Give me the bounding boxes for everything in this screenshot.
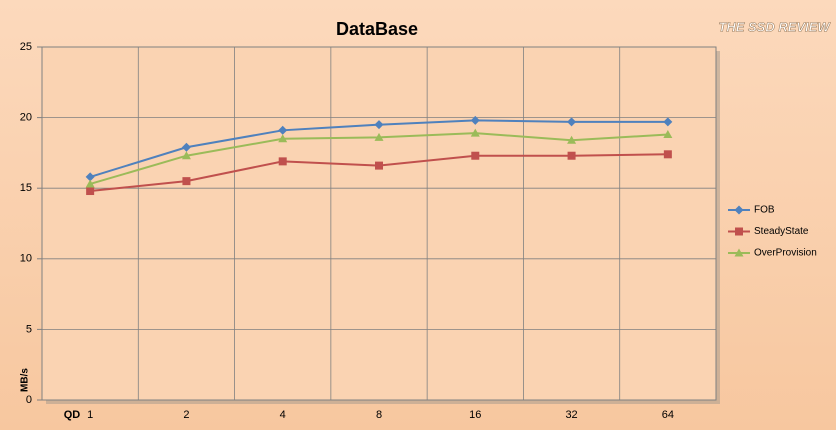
point [470,128,480,137]
y-tick-label: 15 [20,182,32,194]
watermark: THE SSD REVIEW [718,19,831,34]
legend-label: OverProvision [754,248,817,259]
point [663,150,672,159]
legend-marker [734,248,744,257]
x-axis-label: QD [64,409,81,421]
point [85,172,95,182]
plot-area [41,46,717,401]
x-tick-label: 2 [183,409,189,421]
legend-label: SteadyState [754,226,809,237]
point [471,151,480,160]
point [278,157,287,166]
legend-label: FOB [754,205,775,216]
point [567,117,577,127]
y-tick-label: 5 [26,323,32,335]
point [86,187,95,196]
y-axis-label: MB/s [20,368,31,392]
point [567,151,576,160]
point [278,125,288,135]
point [181,142,191,152]
point [470,115,480,125]
point [663,130,673,139]
point [85,179,95,188]
y-tick-label: 10 [20,253,32,265]
point [375,161,383,170]
x-tick-label: 4 [280,409,286,421]
point [182,177,191,186]
x-tick-label: 1 [87,409,93,421]
y-tick-label: 25 [20,41,32,53]
point [181,151,191,160]
chart-title: DataBase [336,19,418,39]
point [663,117,673,127]
point [374,132,384,141]
legend-marker [735,227,743,236]
x-tick-label: 16 [469,409,481,421]
x-tick-label: 8 [376,409,382,421]
y-tick-label: 20 [20,112,32,124]
x-tick-label: 32 [565,409,577,421]
point [567,135,577,144]
y-tick-label: 0 [26,394,32,406]
point [374,120,384,130]
legend-marker [734,205,744,215]
point [278,134,288,143]
x-tick-label: 64 [662,409,674,421]
